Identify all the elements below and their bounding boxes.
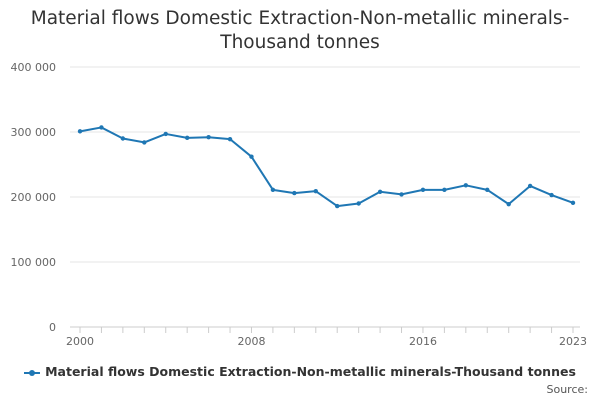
data-point-2023 [570,200,576,206]
data-point-2010 [292,190,297,196]
y-tick-label: 300 000 [11,126,57,139]
legend-series-label: Material flows Domestic Extraction-Non-m… [45,364,576,379]
data-point-2018 [463,183,469,188]
data-point-2002 [120,136,126,141]
chart-title-line-1: Material flows Domestic Extraction-Non-m… [30,8,570,29]
x-tick-label: 2008 [237,335,265,348]
source-label: Source: [546,383,589,396]
data-point-2006 [206,135,211,140]
chart-title-line-2: Thousand tonnes [220,32,380,53]
x-tick-label: 2016 [409,335,437,348]
data-point-2011 [313,188,318,194]
data-point-2003 [142,140,147,145]
legend[interactable]: Material flows Domestic Extraction-Non-m… [0,364,600,379]
data-point-2016 [420,187,426,193]
data-point-2007 [227,136,233,142]
data-point-2022 [549,192,554,198]
x-tick-label: 2023 [559,335,587,348]
y-tick-label: 400 000 [11,61,57,74]
data-point-2021 [527,183,533,189]
data-point-2009 [270,187,276,193]
series-line [79,126,574,208]
chart-title: Material flows Domestic Extraction-Non-m… [0,7,600,55]
data-point-2012 [335,203,340,209]
data-point-2008 [249,154,254,159]
data-point-2015 [399,192,404,197]
legend-series-symbol [24,367,41,379]
data-point-2001 [99,125,104,130]
y-tick-label: 0 [49,321,56,334]
x-tick-label: 2000 [66,335,94,348]
data-point-2020 [506,201,511,207]
data-point-2014 [377,189,383,194]
data-point-2005 [184,135,190,141]
y-tick-label: 100 000 [11,256,57,269]
data-point-2019 [485,187,490,193]
data-point-2013 [356,201,361,206]
data-point-2017 [442,187,447,193]
y-tick-label: 200 000 [11,191,57,204]
data-point-2004 [163,131,168,137]
data-point-2000 [77,129,83,134]
